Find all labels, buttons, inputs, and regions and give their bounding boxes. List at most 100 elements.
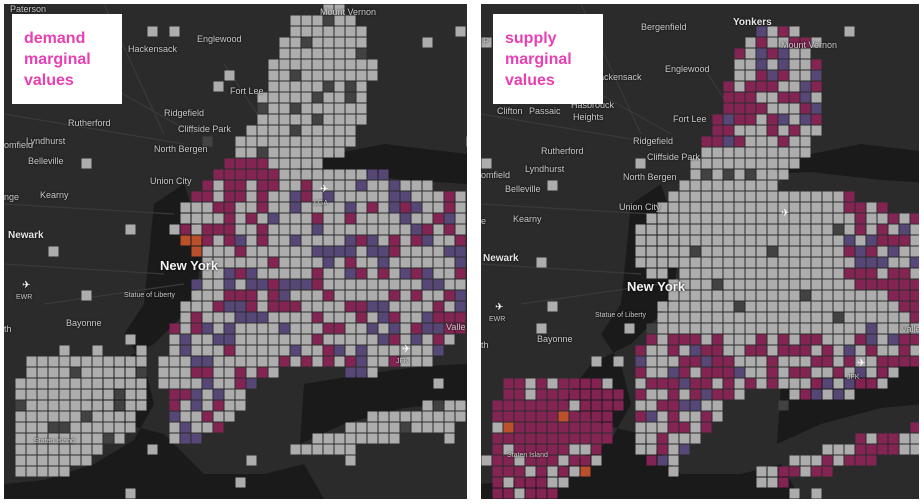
grid-cell (268, 268, 279, 279)
grid-cell (411, 312, 422, 323)
grid-cell (580, 433, 591, 444)
grid-cell (235, 356, 246, 367)
grid-cell (356, 433, 367, 444)
grid-cell (888, 444, 899, 455)
supply-map-panel[interactable]: ✈ ✈ ✈ Yonkers P Bergenfield Mount Vernon a… (481, 4, 919, 499)
grid-cell (712, 125, 723, 136)
grid-cell (59, 345, 70, 356)
grid-cell (811, 224, 822, 235)
grid-cell (378, 356, 389, 367)
grid-cell (48, 433, 59, 444)
grid-cell (811, 279, 822, 290)
grid-cell (866, 268, 877, 279)
grid-cell (279, 312, 290, 323)
grid-cell (389, 411, 400, 422)
grid-cell (224, 290, 235, 301)
grid-cell (301, 444, 312, 455)
grid-cell (767, 279, 778, 290)
grid-cell (668, 466, 679, 477)
grid-cell (279, 125, 290, 136)
grid-cell (767, 26, 778, 37)
grid-cell (811, 367, 822, 378)
grid-cell (844, 345, 855, 356)
grid-cell (15, 400, 26, 411)
grid-cell (279, 235, 290, 246)
grid-cell (213, 81, 224, 92)
grid-cell (37, 466, 48, 477)
grid-cell (635, 444, 646, 455)
grid-cell (411, 356, 422, 367)
grid-cell (833, 257, 844, 268)
grid-cell (246, 268, 257, 279)
grid-cell (378, 279, 389, 290)
grid-cell (844, 268, 855, 279)
grid-cell (558, 389, 569, 400)
grid-cell (646, 334, 657, 345)
grid-cell (822, 345, 833, 356)
grid-cell (514, 389, 525, 400)
grid-cell (202, 367, 213, 378)
grid-cell (800, 334, 811, 345)
grid-cell (37, 378, 48, 389)
grid-cell (257, 202, 268, 213)
grid-cell (712, 202, 723, 213)
grid-cell (855, 213, 866, 224)
grid-cell (268, 213, 279, 224)
grid-cell (268, 290, 279, 301)
grid-cell (279, 202, 290, 213)
grid-cell (844, 444, 855, 455)
grid-cell (48, 246, 59, 257)
grid-cell (745, 81, 756, 92)
grid-cell (679, 411, 690, 422)
grid-cell (745, 125, 756, 136)
grid-cell (657, 268, 668, 279)
grid-cell (679, 301, 690, 312)
grid-cell (778, 378, 789, 389)
grid-cell (646, 345, 657, 356)
grid-cell (723, 169, 734, 180)
grid-cell (224, 70, 235, 81)
grid-cell (800, 466, 811, 477)
grid-cell (48, 455, 59, 466)
grid-cell (844, 26, 855, 37)
grid-cell (125, 422, 136, 433)
grid-cell (268, 103, 279, 114)
grid-cell (668, 224, 679, 235)
grid-cell (290, 235, 301, 246)
grid-cell (756, 246, 767, 257)
demand-map-panel[interactable]: ✈ ✈ ✈ Paterson Mount Vernon Hackensack Eng… (4, 4, 467, 499)
grid-cell (712, 180, 723, 191)
grid-cell (646, 400, 657, 411)
grid-cell (224, 323, 235, 334)
grid-cell (367, 301, 378, 312)
demand-title: demand marginal values (24, 28, 91, 91)
grid-cell (734, 48, 745, 59)
grid-cell (679, 389, 690, 400)
grid-cell (789, 202, 800, 213)
grid-cell (202, 136, 213, 147)
grid-cell (679, 246, 690, 257)
grid-cell (778, 202, 789, 213)
grid-cell (855, 323, 866, 334)
grid-cell (323, 323, 334, 334)
grid-cell (767, 477, 778, 488)
grid-cell (136, 389, 147, 400)
grid-cell (756, 466, 767, 477)
grid-cell (15, 422, 26, 433)
grid-cell (235, 400, 246, 411)
grid-cell (767, 158, 778, 169)
grid-cell (690, 246, 701, 257)
grid-cell (290, 26, 301, 37)
grid-cell (756, 378, 767, 389)
grid-cell (723, 213, 734, 224)
grid-cell (334, 15, 345, 26)
grid-cell (646, 422, 657, 433)
grid-cell (866, 202, 877, 213)
grid-cell (246, 180, 257, 191)
grid-cell (356, 26, 367, 37)
grid-cell (492, 488, 503, 499)
grid-cell (734, 367, 745, 378)
grid-cell (844, 224, 855, 235)
grid-cell (690, 268, 701, 279)
grid-cell (455, 26, 466, 37)
